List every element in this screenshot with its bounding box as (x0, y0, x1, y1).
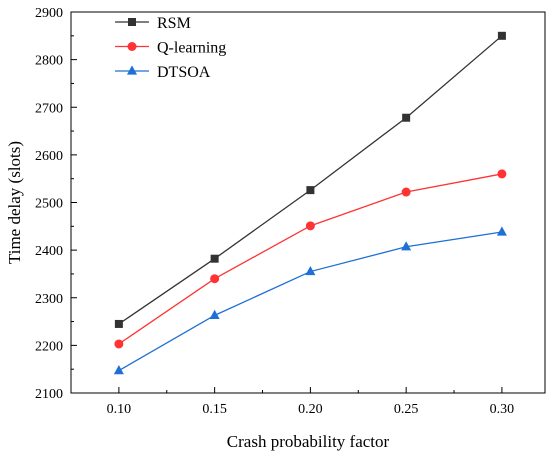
legend-item: DTSOA (115, 64, 211, 81)
circle-marker (210, 274, 220, 284)
circle-marker (401, 187, 411, 197)
y-tick-label: 2100 (35, 387, 63, 402)
legend-label: RSM (157, 15, 191, 32)
y-tick-label: 2400 (35, 244, 63, 259)
legend: RSM Q-learning DTSOA (115, 15, 226, 81)
triangle-marker (127, 65, 137, 75)
legend-item: Q-learning (115, 40, 226, 57)
triangle-marker (305, 265, 316, 276)
series-line (118, 173, 503, 345)
square-marker (497, 31, 506, 40)
triangle-marker (209, 309, 220, 319)
series-line (118, 231, 503, 372)
y-tick-label: 2200 (35, 339, 63, 354)
x-axis: 0.10 0.15 0.20 0.25 0.30 (107, 387, 515, 417)
legend-label: Q-learning (157, 40, 226, 57)
circle-marker (127, 42, 137, 51)
triangle-marker (496, 226, 507, 236)
y-tick-label: 2800 (35, 54, 63, 69)
x-tick-label: 0.25 (394, 402, 419, 417)
y-axis: 2100 2200 2300 2400 2500 2600 2700 2800 2900 (35, 6, 77, 402)
y-tick-label: 2900 (35, 6, 63, 21)
circle-marker (305, 221, 315, 231)
circle-marker (114, 339, 124, 349)
triangle-marker (113, 365, 124, 375)
legend-label: DTSOA (157, 64, 211, 81)
circle-marker (497, 169, 507, 179)
series-layer (113, 31, 507, 375)
series-rsm (114, 31, 506, 328)
legend-item: RSM (115, 15, 191, 32)
x-tick-label: 0.10 (107, 402, 132, 417)
plot-area (70, 11, 546, 394)
plot-frame (70, 11, 546, 394)
y-tick-label: 2600 (35, 149, 63, 164)
y-tick-label: 2500 (35, 197, 63, 212)
triangle-marker (401, 241, 412, 251)
x-tick-label: 0.20 (298, 402, 323, 417)
y-tick-label: 2300 (35, 292, 63, 307)
y-axis-title: Time delay (slots) (5, 141, 24, 264)
square-marker (306, 186, 315, 195)
series-dtsoa (113, 226, 507, 375)
x-tick-label: 0.30 (490, 402, 515, 417)
square-marker (114, 319, 123, 328)
y-tick-label: 2700 (35, 101, 63, 116)
series-q-learning (114, 169, 507, 349)
square-marker (210, 254, 219, 263)
square-marker (128, 18, 136, 26)
x-tick-label: 0.15 (202, 402, 227, 417)
square-marker (402, 113, 411, 122)
x-axis-title: Crash probability factor (227, 432, 390, 451)
